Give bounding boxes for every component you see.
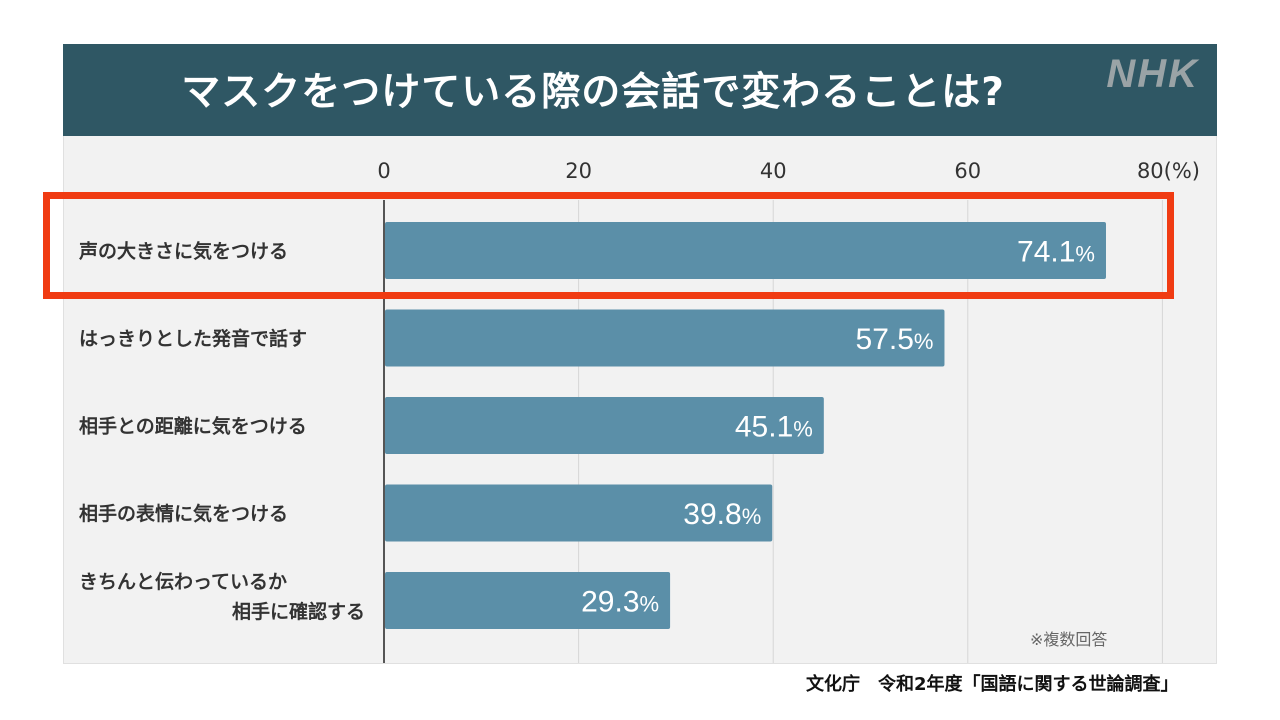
category-label: 相手の表情に気をつける (79, 502, 288, 525)
category-label: はっきりとした発音で話す (79, 327, 307, 350)
title-bar: マスクをつけている際の会話で変わることは? NHK (63, 44, 1217, 136)
value-label: 57.5% (856, 323, 934, 356)
category-label: 相手との距離に気をつける (79, 415, 307, 438)
bar (385, 397, 824, 454)
category-label: 相手に確認する (232, 600, 365, 623)
nhk-logo: NHK (1106, 52, 1199, 96)
chart-title: マスクをつけている際の会話で変わることは? (181, 70, 1005, 115)
category-label: きちんと伝わっているか (79, 571, 287, 593)
x-tick-label: 0 (377, 159, 390, 183)
category-label: 声の大きさに気をつける (78, 240, 288, 263)
footnote: ※複数回答 (1030, 630, 1108, 649)
value-label: 39.8% (683, 498, 761, 531)
source-credit: 文化庁 令和2年度「国語に関する世論調査」 (806, 674, 1179, 695)
value-label: 29.3% (581, 586, 659, 619)
x-tick-label: 40 (760, 159, 787, 183)
x-tick-label: 20 (565, 159, 592, 183)
bar (385, 484, 773, 542)
x-tick-label: 80(%) (1137, 159, 1200, 183)
bar (385, 222, 1106, 279)
highlight-box (43, 192, 1174, 299)
bar (385, 572, 671, 629)
value-label: 45.1% (735, 411, 813, 444)
x-tick-label: 60 (954, 159, 981, 183)
bar (385, 309, 945, 367)
value-label: 74.1% (1017, 236, 1095, 269)
